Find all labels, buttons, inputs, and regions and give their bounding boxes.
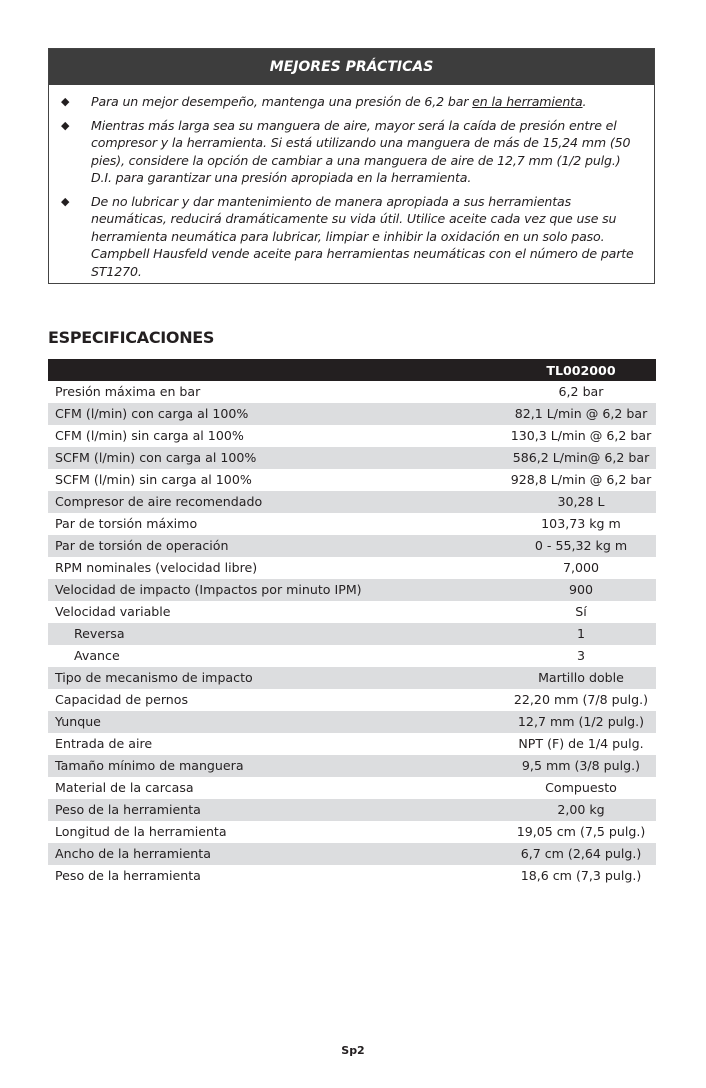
spec-value: 3 [576,648,585,663]
table-row: CFM (l/min) con carga al 100% 82,1 L/min … [48,403,656,425]
diamond-bullet-icon: ◆ [61,194,70,208]
table-row: Velocidad de impacto (Impactos por minut… [48,579,656,601]
specs-header-row: TL002000 [48,359,656,381]
spec-value: Compuesto [545,780,617,795]
page-number: Sp2 [341,1044,365,1057]
table-row: Capacidad de pernos 22,20 mm (7/8 pulg.) [48,689,656,711]
spec-label: Yunque [48,711,506,733]
table-row: Tamaño mínimo de manguera 9,5 mm (3/8 pul… [48,755,656,777]
spec-value: 1 [506,623,656,645]
model-header: TL002000 [506,359,656,381]
diamond-bullet-icon: ◆ [61,95,70,108]
spec-value: 900 [506,579,656,601]
spec-value: 82,1 L/min @ 6,2 bar [506,403,656,425]
spec-label: Entrada de aire [55,736,153,751]
table-row: Peso de la herramienta 18,6 cm (7,3 pulg.… [48,865,656,887]
spec-value: 928,8 L/min @ 6,2 bar [510,472,652,487]
spec-label: Par de torsión máximo [55,516,198,531]
spec-value: 30,28 L [506,491,656,513]
table-row: SCFM (l/min) sin carga al 100% 928,8 L/mi… [48,469,656,491]
spec-label: Velocidad variable [55,604,171,619]
spec-label: Peso de la herramienta [55,868,201,883]
table-row: Tipo de mecanismo de impacto Martillo dob… [48,667,656,689]
spec-value: 0 - 55,32 kg m [506,535,656,557]
spec-label: Ancho de la herramienta [48,843,506,865]
table-row: Material de la carcasa Compuesto [48,777,656,799]
spec-value: 22,20 mm (7/8 pulg.) [513,692,649,707]
spec-value: 7,000 [562,560,600,575]
diamond-bullet-icon: ◆ [61,118,70,132]
spec-label: CFM (l/min) con carga al 100% [48,403,506,425]
spec-label: Capacidad de pernos [55,692,189,707]
spec-value: 19,05 cm (7,5 pulg.) [516,824,646,839]
table-row: CFM (l/min) sin carga al 100% 130,3 L/min… [48,425,656,447]
list-item: ◆ De no lubricar y dar mantenimiento de m… [61,193,634,279]
best-practices-title: MEJORES PRÁCTICAS [49,49,654,85]
spec-label: Presión máxima en bar [55,384,201,399]
spec-value: 12,7 mm (1/2 pulg.) [506,711,656,733]
spec-label: Peso de la herramienta [48,799,506,821]
spec-label: SCFM (l/min) sin carga al 100% [55,472,252,487]
table-row: Par de torsión máximo 103,73 kg m [48,513,656,535]
spec-value: 18,6 cm (7,3 pulg.) [520,868,642,883]
table-row: Longitud de la herramienta 19,05 cm (7,5 … [48,821,656,843]
table-row: Peso de la herramienta 2,00 kg [48,799,656,821]
spec-label: Longitud de la herramienta [55,824,227,839]
spec-value: 9,5 mm (3/8 pulg.) [506,755,656,777]
spec-value: NPT (F) de 1/4 pulg. [518,736,644,751]
spec-value: 103,73 kg m [541,516,621,531]
spec-label: Compresor de aire recomendado [48,491,506,513]
spec-value: 6,7 cm (2,64 pulg.) [506,843,656,865]
spec-value: Sí [575,604,587,619]
spec-label: Avance [74,648,120,663]
spec-value: Martillo doble [506,667,656,689]
spec-label: SCFM (l/min) con carga al 100% [48,447,506,469]
spec-value: 130,3 L/min @ 6,2 bar [510,428,652,443]
specs-table: TL002000 Presión máxima en bar 6,2 bar CFM… [48,359,656,887]
spec-label: RPM nominales (velocidad libre) [55,560,258,575]
table-row: Compresor de aire recomendado 30,28 L [48,491,656,513]
table-row: Ancho de la herramienta 6,7 cm (2,64 pulg… [48,843,656,865]
table-row: Yunque 12,7 mm (1/2 pulg.) [48,711,656,733]
spec-label: Reversa [48,623,506,645]
spec-label: Tamaño mínimo de manguera [48,755,506,777]
spec-label: Par de torsión de operación [48,535,506,557]
spec-label: CFM (l/min) sin carga al 100% [55,428,244,443]
spec-value: 586,2 L/min@ 6,2 bar [506,447,656,469]
spec-label: Material de la carcasa [55,780,194,795]
list-item: ◆ Mientras más larga sea su manguera de a… [61,117,631,186]
table-row: Entrada de aire NPT (F) de 1/4 pulg. [48,733,656,755]
table-row: Par de torsión de operación 0 - 55,32 kg … [48,535,656,557]
table-row: Avance 3 [48,645,656,667]
list-item: ◆ Para un mejor desempeño, mantenga una p… [61,94,587,109]
table-row: Reversa 1 [48,623,656,645]
spec-value: 2,00 kg [506,799,656,821]
spec-value: 6,2 bar [558,384,604,399]
table-row: RPM nominales (velocidad libre) 7,000 [48,557,656,579]
spec-label: Tipo de mecanismo de impacto [48,667,506,689]
best-practices-box: MEJORES PRÁCTICAS ◆ Para un mejor desempe… [48,48,655,284]
table-row: Presión máxima en bar 6,2 bar [48,381,656,403]
best-practices-list: ◆ Para un mejor desempeño, mantenga una p… [49,85,654,280]
table-row: SCFM (l/min) con carga al 100% 586,2 L/mi… [48,447,656,469]
specs-title: ESPECIFICACIONES [48,328,215,347]
spec-label: Velocidad de impacto (Impactos por minut… [48,579,506,601]
table-row: Velocidad variable Sí [48,601,656,623]
